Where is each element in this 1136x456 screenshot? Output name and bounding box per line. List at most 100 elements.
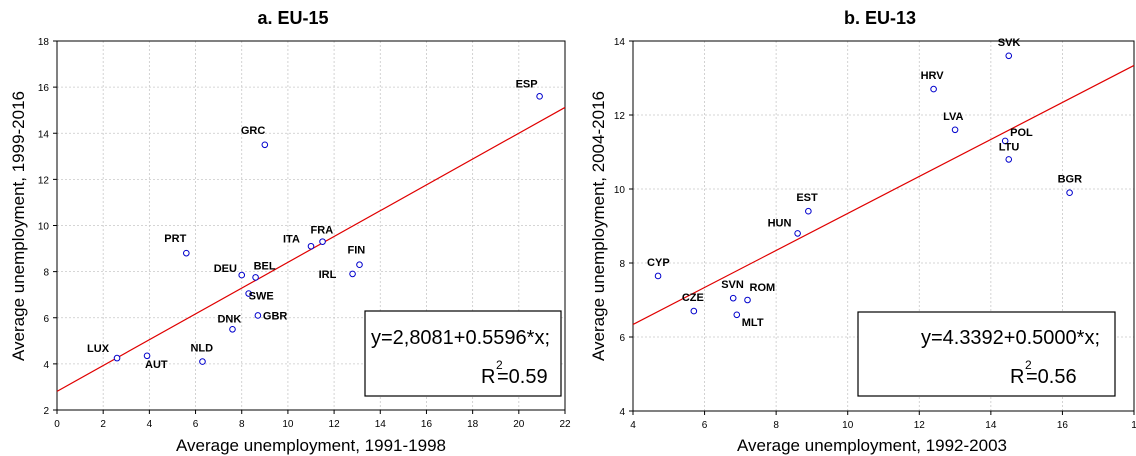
point-label: LTU [999,141,1020,153]
x-tick-label: 16 [421,419,433,430]
data-point [254,312,262,319]
annotation-box [857,311,1116,397]
point-label: CYP [647,257,670,269]
x-axis-ticks: 0 2 4 6 8 10 12 14 16 18 20 22 [54,410,571,430]
data-point [690,307,698,315]
data-point [261,141,269,149]
y-tick-label: 4 [43,360,49,371]
x-tick-label: 14 [375,419,387,430]
y-tick-label: 2 [43,406,49,417]
y-tick-label: 10 [614,185,626,196]
x-tick-label: 1 [1131,420,1136,431]
point-label: BEL [254,260,276,272]
y-tick-label: 6 [619,333,625,344]
x-axis-label: Average unemployment, 1992-2003 [737,436,1007,455]
point-label: SVN [721,279,744,291]
data-point [199,358,206,365]
x-axis-label: Average unemployment, 1991-1998 [176,436,446,455]
regression-annotation: y=4.3392+0.5000*x; R 2 =0.56 [857,311,1116,397]
x-tick-label: 4 [147,419,153,430]
data-point [349,270,356,278]
plot-frame [632,40,1135,412]
point-label: SWE [249,291,274,303]
data-point [729,294,737,302]
regression-equation: y=4.3392+0.5000*x; [921,327,1100,349]
y-tick-label: 14 [38,129,50,140]
point-label: MLT [742,317,764,329]
x-tick-label: 6 [702,420,708,431]
data-point [1005,52,1013,60]
point-label: ESP [516,78,538,90]
y-axis-label: Average unemployment, 1999-2016 [9,91,28,361]
x-tick-label: 0 [54,419,60,430]
data-point [252,274,259,281]
r-squared-symbol: R [1010,366,1024,388]
r-squared-value: =0.56 [1026,366,1077,388]
point-label: NLD [190,343,213,355]
x-tick-label: 16 [1057,420,1069,431]
data-point [245,290,252,297]
x-tick-label: 12 [329,419,341,430]
x-axis-ticks: 4 6 8 10 12 14 16 1 [630,411,1136,431]
data-point [744,296,751,304]
y-tick-label: 6 [43,314,49,325]
point-label: EST [796,192,818,204]
x-tick-label: 4 [630,420,636,431]
data-point [143,352,151,360]
point-label: AUT [145,359,168,371]
point-label: HRV [921,70,945,82]
y-axis-label: Average unemployment, 2004-2016 [589,91,608,361]
data-point [1001,137,1009,145]
point-label: POL [1010,127,1033,139]
y-tick-label: 16 [38,83,50,94]
x-tick-label: 12 [914,420,926,431]
data-point [1066,189,1073,196]
grid [57,41,565,410]
chart-panel-eu15: a. EU-15 0 2 4 6 8 10 12 14 16 18 20 22 24681012141… [9,8,571,455]
point-label: HUN [768,217,792,229]
point-label: FIN [347,245,365,257]
point-label: BGR [1058,174,1083,186]
y-tick-label: 10 [38,222,50,233]
point-label: FRA [311,225,334,237]
r-squared-value: =0.59 [497,366,548,388]
chart-panel-eu13: b. EU-13 4 6 8 10 12 14 16 1 4 6 8 10 12 14 SVK HRV LV… [589,8,1136,455]
y-tick-label: 12 [614,111,626,122]
data-point [356,261,363,269]
chart-title: b. EU-13 [844,8,916,28]
data-point [733,311,741,319]
data-point [794,230,801,237]
data-point [654,272,662,280]
point-label: LVA [943,111,963,123]
x-tick-label: 10 [842,420,854,431]
point-label: PRT [164,233,186,245]
data-points: ESP GRC PRT ITA FRA FIN IRL DEU BEL SWE GBR DNK NLD L… [87,78,543,371]
x-tick-label: 6 [193,419,199,430]
data-point [238,271,246,279]
regression-line [632,64,1135,325]
x-tick-label: 8 [239,419,245,430]
x-tick-label: 20 [513,419,525,430]
data-point [113,354,121,362]
point-label: CZE [682,292,704,304]
y-axis-ticks: 2 4 6 8 10 12 14 16 18 [38,37,57,417]
y-tick-label: 12 [38,175,50,186]
y-tick-label: 14 [614,37,626,48]
point-label: IRL [319,269,337,281]
r-squared-symbol: R [481,366,495,388]
x-tick-label: 22 [559,419,571,430]
regression-line-group [632,64,1135,325]
data-points: SVK HRV LVA POL LTU BGR EST HUN CYP SVN ROM CZE MLT [647,37,1082,329]
x-tick-label: 18 [467,419,479,430]
chart-title: a. EU-15 [257,8,328,28]
point-label: ITA [283,233,300,245]
point-label: DNK [217,313,241,325]
data-point [183,249,190,257]
regression-annotation: y=2,8081+0.5596*x; R 2 =0.59 [364,310,562,397]
data-point [805,207,812,215]
r-squared-superscript: 2 [1025,358,1032,372]
regression-equation: y=2,8081+0.5596*x; [371,327,550,349]
x-tick-label: 14 [985,420,997,431]
data-point [1005,156,1013,163]
